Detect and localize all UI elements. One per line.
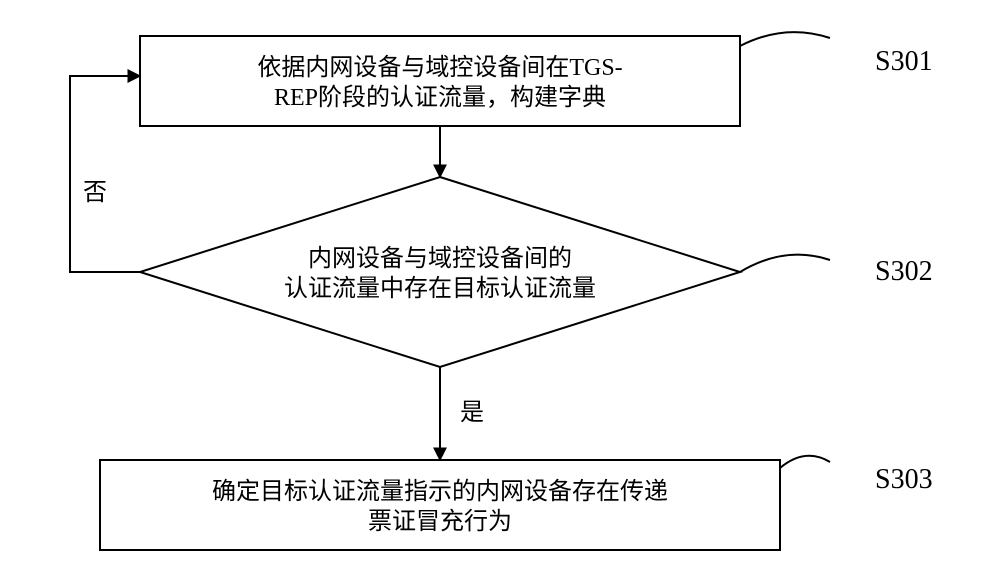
step-label: S303 <box>875 464 933 495</box>
callout-line <box>740 255 830 272</box>
callout-line <box>740 32 830 46</box>
node-s301 <box>140 36 740 126</box>
node-s302-text: 内网设备与域控设备间的认证流量中存在目标认证流量 <box>284 245 596 302</box>
edge-s302-no-loop <box>70 76 140 272</box>
node-s301-text: 依据内网设备与域控设备间在TGS-REP阶段的认证流量，构建字典 <box>257 54 622 111</box>
step-label: S301 <box>875 46 933 77</box>
callout-line <box>780 456 830 468</box>
node-s302 <box>140 177 740 367</box>
step-label: S302 <box>875 256 933 287</box>
node-s303-text: 确定目标认证流量指示的内网设备存在传递票证冒充行为 <box>212 478 668 535</box>
edge-label-yes: 是 <box>460 400 484 426</box>
edge-label-no: 否 <box>83 180 107 206</box>
node-s303 <box>100 460 780 550</box>
